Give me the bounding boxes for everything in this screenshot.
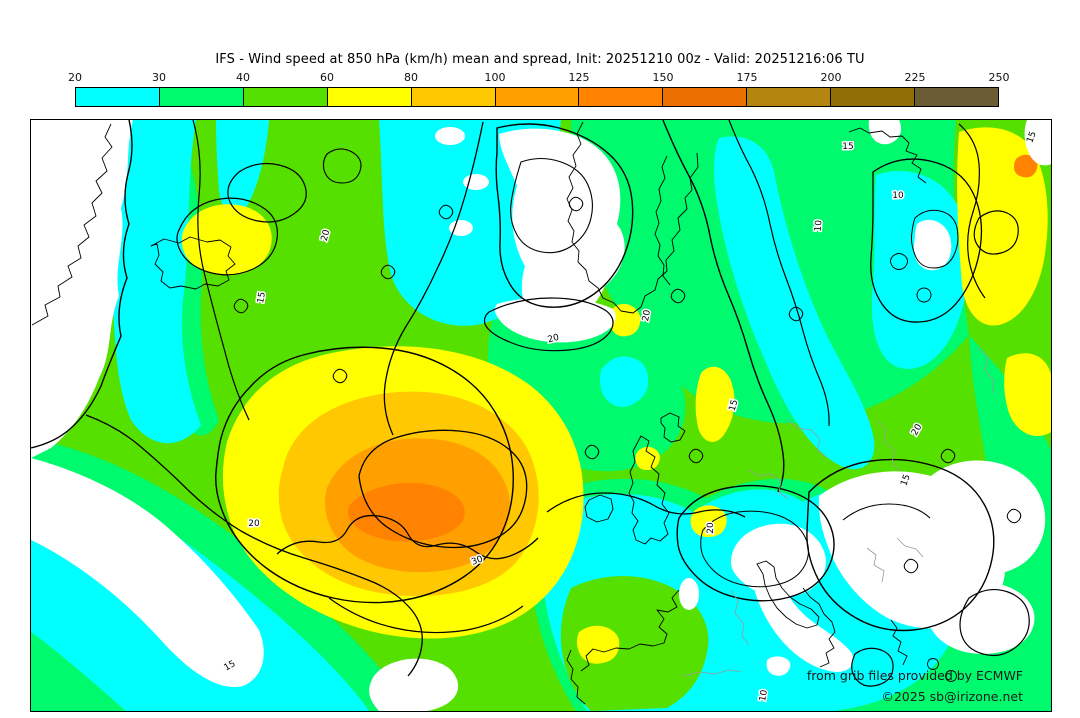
scale-tick-label: 40 [236,71,250,84]
scale-tick-label: 200 [820,71,842,84]
country-borders [682,347,995,677]
scale-tick-label: 80 [404,71,418,84]
scale-segment [243,88,328,106]
scale-tick-label: 125 [568,71,590,84]
contour-label: 10 [814,219,825,232]
scale-tick-label: 175 [736,71,758,84]
scale-tick-label: 20 [68,71,82,84]
contour-label: 15 [842,142,853,152]
fill-region-125-150 [347,154,1038,542]
scale-tick-label: 150 [652,71,674,84]
contour-label: 15 [256,291,268,304]
scale-tick-label: 250 [988,71,1010,84]
scale-tick-label: 225 [904,71,926,84]
scale-segment [411,88,496,106]
scale-segment [327,88,412,106]
spread-contours [31,120,1030,687]
scale-tick-label: 60 [320,71,334,84]
contour-label: 10 [892,191,904,201]
scale-segment [495,88,580,106]
coastlines [31,121,957,705]
scale-segment [747,88,832,106]
contour-label: 20 [248,519,260,529]
wind-speed-map: 20 15 10 10 15 15 20 20 15 20 30 20 15 10 20 15 from gr… [30,119,1052,712]
contour-label: 20 [547,333,561,346]
color-scale: 20 30 40 60 80 100 125 150 175 200 225 250 [68,71,1010,109]
scale-tick-label: 30 [152,71,166,84]
contour-label: 20 [706,522,716,534]
scale-segment [663,88,748,106]
scale-bar [75,87,999,107]
fill-region-below-20 [31,120,1051,711]
contour-label: 20 [320,228,333,242]
attribution: from grib files provided by ECMWF ©2025 … [807,665,1023,707]
scale-segment [159,88,244,106]
scale-segment [915,88,998,106]
scale-tick-label: 100 [484,71,506,84]
attribution-source: from grib files provided by ECMWF [806,668,1023,683]
contour-label: 10 [758,689,770,702]
scale-segment [76,88,160,106]
map-title: IFS - Wind speed at 850 hPa (km/h) mean … [215,52,865,67]
scale-segment [831,88,916,106]
attribution-copyright: ©2025 sb@irizone.net [881,689,1023,704]
contour-label: 20 [641,309,653,322]
contour-label: 15 [728,399,741,413]
scale-segment [579,88,664,106]
scale-tick-row: 20 30 40 60 80 100 125 150 175 200 225 250 [68,71,1010,85]
